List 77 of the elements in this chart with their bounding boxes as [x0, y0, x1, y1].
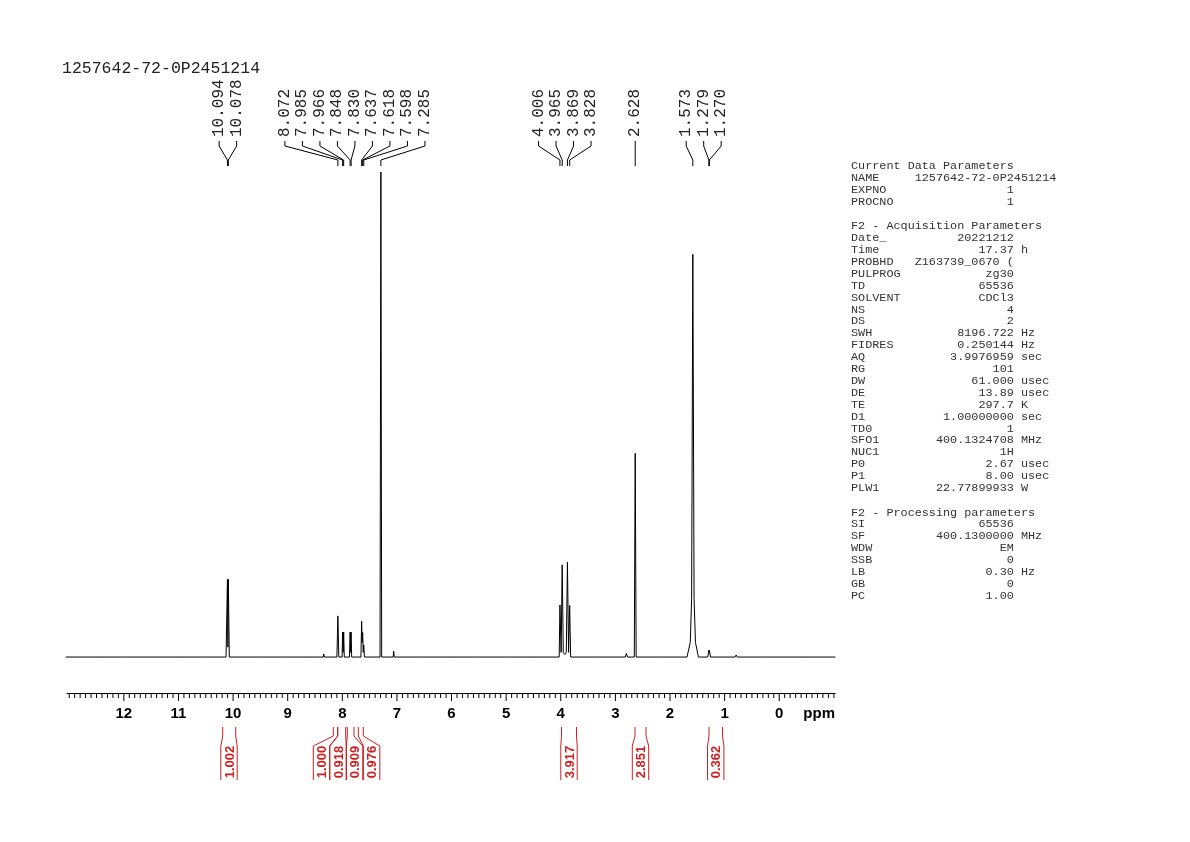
text: NAME 1257642-72-0P2451214	[851, 170, 1057, 185]
annotation: 1.279	[694, 88, 713, 137]
text: 0.918	[330, 745, 346, 779]
text: 1.000	[314, 745, 329, 779]
annotation: 3.869	[564, 88, 583, 137]
annotation: 8.072	[275, 88, 294, 137]
annotation: 3.965	[547, 88, 566, 137]
text: PC 1.00	[851, 588, 1014, 603]
text: Current Data Parameters	[851, 159, 1014, 173]
text: 0.362	[708, 745, 724, 779]
text: TD0 1	[851, 421, 1014, 436]
text: DW 61.000 usec	[851, 373, 1050, 388]
annotation: 4.006	[529, 88, 548, 137]
text: WDW EM	[851, 541, 1014, 556]
text: SF 400.1300000 MHz	[851, 529, 1043, 544]
text: PROBHD Z163739_0670 (	[851, 254, 1014, 269]
text: P0 2.67 usec	[851, 457, 1050, 472]
text: D1 1.00000000 sec	[851, 409, 1043, 424]
text: SI 65536	[851, 517, 1014, 532]
x-tick-label: 3	[611, 703, 620, 721]
text: RG 101	[851, 362, 1014, 376]
text: SSB 0	[851, 553, 1014, 568]
text: DS 2	[851, 314, 1014, 329]
x-tick-label: 10	[224, 703, 242, 721]
annotation: 7.848	[328, 88, 347, 137]
annotation: 7.966	[310, 88, 329, 137]
annotation: 7.285	[415, 88, 434, 137]
text: P1 8.00 usec	[851, 469, 1050, 484]
chart-title: 1257642-72-0P2451214	[62, 59, 261, 78]
x-tick-label: 12	[115, 703, 133, 721]
text: NS 4	[851, 302, 1014, 317]
annotation: 7.830	[345, 88, 364, 137]
text: 1.002	[221, 745, 237, 779]
annotation: 7.598	[398, 88, 417, 137]
annotation: 2.628	[626, 88, 645, 137]
text: SOLVENT CDCl3	[851, 290, 1014, 305]
annotation: 1.573	[677, 88, 696, 137]
text: SWH 8196.722 Hz	[851, 326, 1036, 341]
text: PROCNO 1	[851, 194, 1014, 209]
x-tick-label: 2	[665, 703, 675, 721]
text: LB 0.30 Hz	[851, 565, 1036, 579]
text: SFO1 400.1324708 MHz	[851, 433, 1043, 448]
text: 0.976	[364, 745, 380, 779]
x-tick-label: 11	[170, 703, 187, 721]
annotation: 7.637	[363, 88, 382, 137]
x-tick-label: 5	[501, 703, 511, 721]
x-tick-label: 7	[392, 703, 402, 721]
text: F2 - Processing parameters	[851, 505, 1036, 520]
text: Date_ 20221212	[851, 231, 1014, 246]
text: DE 13.89 usec	[851, 385, 1050, 400]
text: NUC1 1H	[851, 445, 1014, 460]
annotation: 3.828	[582, 88, 601, 137]
annotation: 10.078	[227, 79, 246, 137]
annotation: 7.985	[293, 88, 312, 137]
annotation: 7.618	[380, 88, 399, 137]
x-tick-label: 8	[338, 703, 347, 721]
text: FIDRES 0.250144 Hz	[851, 338, 1036, 353]
text: 2.851	[633, 745, 648, 779]
x-tick-label: 4	[556, 703, 566, 721]
x-tick-label: 9	[283, 703, 292, 721]
text: EXPNO 1	[851, 182, 1014, 197]
text: GB 0	[851, 576, 1014, 591]
x-tick-label: 6	[447, 703, 456, 721]
text: PLW1 22.77899933 W	[851, 481, 1029, 495]
text: AQ 3.9976959 sec	[851, 350, 1043, 365]
text: TE 297.7 K	[851, 397, 1029, 412]
text: Time 17.37 h	[851, 243, 1028, 257]
annotation: 1.270	[712, 88, 731, 137]
text: F2 - Acquisition Parameters	[851, 219, 1043, 234]
x-axis-title: ppm	[803, 703, 835, 721]
text: PULPROG zg30	[851, 266, 1014, 281]
x-tick-label: 1	[720, 703, 729, 721]
text: 3.917	[561, 745, 577, 779]
annotation: 10.094	[210, 79, 229, 137]
text: TD 65536	[851, 278, 1014, 293]
x-tick-label: 0	[775, 703, 784, 721]
text: 0.909	[347, 745, 363, 779]
